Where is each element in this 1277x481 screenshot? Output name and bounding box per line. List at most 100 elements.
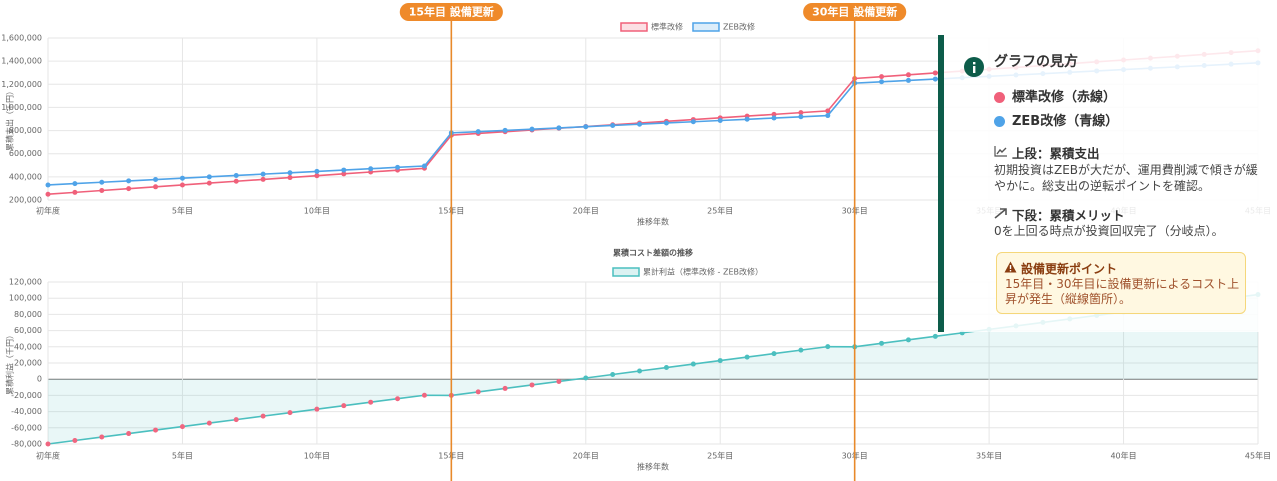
legend-item: 標準改修（赤線） — [1012, 90, 1117, 105]
data-point — [368, 166, 374, 172]
data-point — [45, 182, 51, 188]
data-point — [314, 406, 320, 412]
y-tick-label: -40,000 — [11, 407, 42, 416]
legend-swatch — [612, 267, 640, 277]
y-tick-label: 0 — [37, 375, 42, 384]
data-point — [287, 410, 293, 416]
data-point — [529, 126, 535, 132]
x-tick-label: 35年目 — [976, 451, 1002, 461]
data-point — [45, 441, 51, 447]
data-point — [45, 191, 51, 197]
data-point — [475, 389, 481, 395]
x-tick-label: 20年目 — [573, 451, 599, 461]
data-point — [637, 121, 643, 127]
x-tick-label: 初年度 — [36, 206, 60, 216]
legend-dot — [994, 116, 1005, 127]
data-point — [663, 365, 669, 371]
data-point — [153, 427, 159, 433]
data-point — [421, 392, 427, 398]
data-point — [637, 368, 643, 374]
data-point — [99, 188, 105, 194]
data-point — [610, 372, 616, 378]
data-point — [825, 344, 831, 350]
data-point — [690, 361, 696, 367]
data-point — [395, 164, 401, 170]
section-heading: 上段：累積支出 — [1012, 146, 1100, 161]
section-text: 初期投資はZEBが大だが、運用費削減で傾きが緩やかに。総支出の逆転ポイントを確認… — [994, 163, 1258, 193]
x-tick-label: 25年目 — [707, 451, 733, 461]
y-tick-label: 1,200,000 — [1, 80, 42, 89]
y-tick-label: 400,000 — [9, 172, 42, 181]
data-point — [72, 181, 78, 187]
data-point — [341, 403, 347, 409]
data-point — [179, 424, 185, 430]
data-point — [126, 178, 132, 184]
y-tick-label: -60,000 — [11, 423, 42, 432]
legend-swatch — [620, 22, 648, 32]
x-axis-title: 推移年数 — [637, 217, 669, 227]
y-tick-label: 600,000 — [9, 149, 42, 158]
chart-title: 累積コスト差額の推移 — [613, 248, 693, 258]
data-point — [206, 174, 212, 180]
data-point — [771, 115, 777, 121]
x-axis-title: 推移年数 — [637, 462, 669, 472]
data-point — [744, 116, 750, 122]
x-tick-label: 20年目 — [573, 206, 599, 216]
legend-dot — [994, 92, 1005, 103]
y-tick-label: 1,000,000 — [1, 103, 42, 112]
marker-label: 15年目 設備更新 — [409, 5, 494, 19]
marker-badge — [399, 3, 503, 21]
x-tick-label: 10年目 — [304, 451, 330, 461]
data-point — [771, 111, 777, 117]
y-tick-label: 200,000 — [9, 196, 42, 205]
chart-icon — [994, 146, 1007, 157]
y-tick-label: 800,000 — [9, 126, 42, 135]
section-text: 0を上回る時点が投資回収完了（分岐点）。 — [994, 224, 1224, 238]
data-point — [233, 172, 239, 178]
data-point — [206, 180, 212, 186]
data-point — [287, 170, 293, 176]
data-point — [99, 434, 105, 440]
data-point — [905, 72, 911, 78]
data-point — [932, 333, 938, 339]
data-point — [502, 127, 508, 133]
y-tick-label: 60,000 — [14, 326, 42, 335]
data-point — [932, 70, 938, 76]
data-point — [99, 179, 105, 185]
data-point — [179, 175, 185, 181]
data-point — [72, 189, 78, 195]
x-tick-label: 25年目 — [707, 206, 733, 216]
data-point — [879, 340, 885, 346]
data-point — [905, 337, 911, 343]
y-tick-label: -80,000 — [11, 440, 42, 449]
y-axis-title: 累積支出（千円） — [5, 87, 15, 151]
data-point — [314, 168, 320, 174]
data-point — [798, 347, 804, 353]
y-tick-label: 1,600,000 — [1, 34, 42, 43]
legend-label: ZEB改修 — [723, 22, 755, 32]
legend-item: ZEB改修（青線） — [1012, 114, 1119, 129]
data-point — [395, 396, 401, 402]
data-point — [206, 420, 212, 426]
y-tick-label: 80,000 — [14, 310, 42, 319]
data-point — [475, 129, 481, 135]
data-point — [905, 77, 911, 83]
data-point — [717, 118, 723, 124]
warning-icon — [1004, 261, 1017, 273]
marker-label: 30年目 設備更新 — [812, 5, 897, 19]
area-fill — [48, 294, 1258, 444]
data-point — [771, 351, 777, 357]
data-point — [610, 122, 616, 128]
data-point — [260, 413, 266, 419]
y-axis-title: 累積利益（千円） — [5, 331, 15, 395]
legend-label: 累計利益（標準改修 - ZEB改修） — [643, 267, 763, 277]
data-point — [260, 171, 266, 177]
data-point — [260, 176, 266, 182]
data-point — [529, 382, 535, 388]
y-tick-label: 40,000 — [14, 342, 42, 351]
data-point — [287, 175, 293, 181]
x-tick-label: 5年目 — [172, 451, 193, 461]
panel-title: グラフの見方 — [994, 54, 1078, 70]
data-point — [341, 171, 347, 177]
data-point — [583, 124, 589, 130]
